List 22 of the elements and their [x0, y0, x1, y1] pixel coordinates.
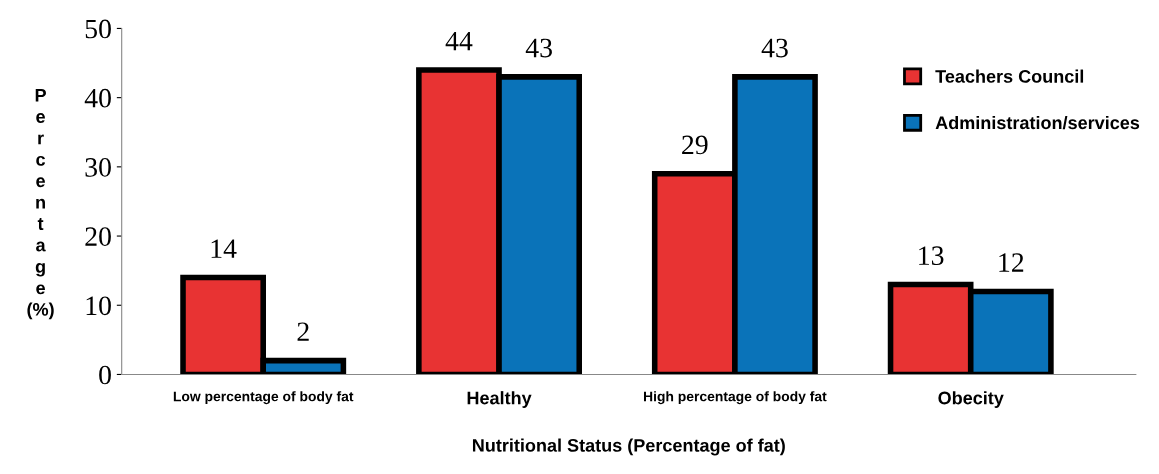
data-label: 29: [682, 135, 708, 155]
data-label: 2: [297, 322, 309, 341]
y-tick-label: 30: [85, 158, 111, 177]
y-tick-label: 40: [84, 88, 111, 108]
x-tick-label: Low percentage of body fat: [173, 391, 354, 405]
data-label: 14: [211, 239, 237, 258]
text: Percentage (%): [27, 88, 54, 320]
legend-label: Administration/services: [935, 115, 1140, 130]
data-label: 43: [525, 38, 552, 58]
y-tick-label: 0: [99, 365, 111, 385]
data-label: 44: [445, 31, 473, 51]
y-tick-label: 20: [85, 227, 111, 246]
data-label: 12: [999, 253, 1024, 272]
data-label: 13: [919, 246, 944, 266]
y-tick-label: 10: [86, 296, 111, 316]
x-tick-label: Healthy: [467, 391, 532, 408]
x-axis-title: Nutritional Status (Percentage of fat): [472, 438, 785, 456]
data-label: 43: [761, 38, 788, 58]
legend-label: Teachers Council: [935, 69, 1084, 83]
x-tick-label: High percentage of body fat: [644, 391, 827, 405]
y-tick-label: 50: [85, 19, 111, 39]
x-tick-label: Obecity: [938, 391, 1004, 408]
